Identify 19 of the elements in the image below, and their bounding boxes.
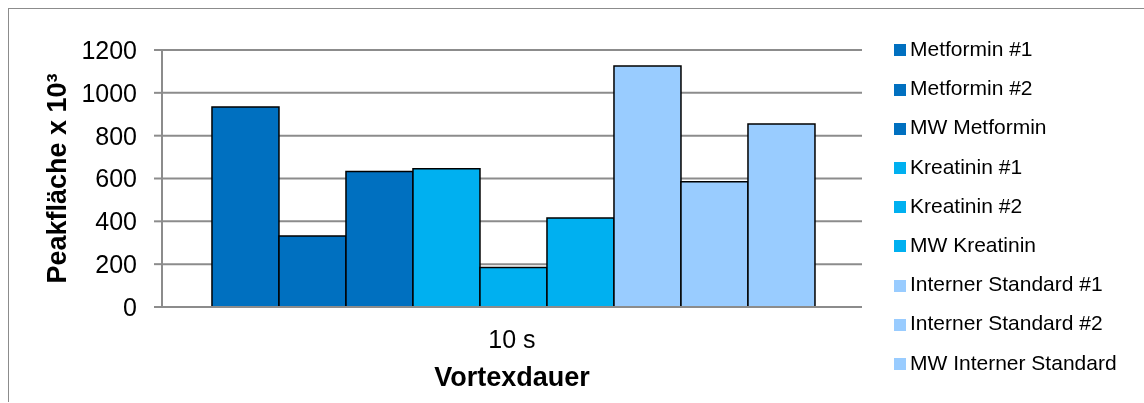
- x-tick-label: 10 s: [488, 324, 536, 353]
- legend-label: MW Kreatinin: [910, 233, 1037, 257]
- y-tick-label: 1200: [81, 35, 137, 64]
- y-tick-label: 600: [95, 164, 137, 193]
- y-tick-label: 0: [123, 292, 137, 321]
- x-axis-title: Vortexdauer: [434, 362, 591, 392]
- legend-label: Kreatinin #1: [910, 154, 1023, 178]
- y-tick-label: 800: [95, 121, 137, 150]
- legend-label: Kreatinin #2: [910, 193, 1023, 217]
- legend-label: Metformin #2: [910, 76, 1033, 100]
- legend-label: MW Metformin: [910, 115, 1047, 139]
- y-tick-label: 200: [95, 250, 137, 279]
- y-tick-label: 1000: [81, 78, 137, 107]
- y-tick-label: 400: [95, 207, 137, 236]
- y-axis-title: Peakfläche x 10³: [42, 73, 72, 284]
- legend-label: Interner Standard #1: [910, 272, 1103, 296]
- legend-label: Interner Standard #2: [910, 311, 1103, 335]
- legend-label: Metformin #1: [910, 37, 1033, 60]
- legend-label: MW Interner Standard: [910, 350, 1117, 374]
